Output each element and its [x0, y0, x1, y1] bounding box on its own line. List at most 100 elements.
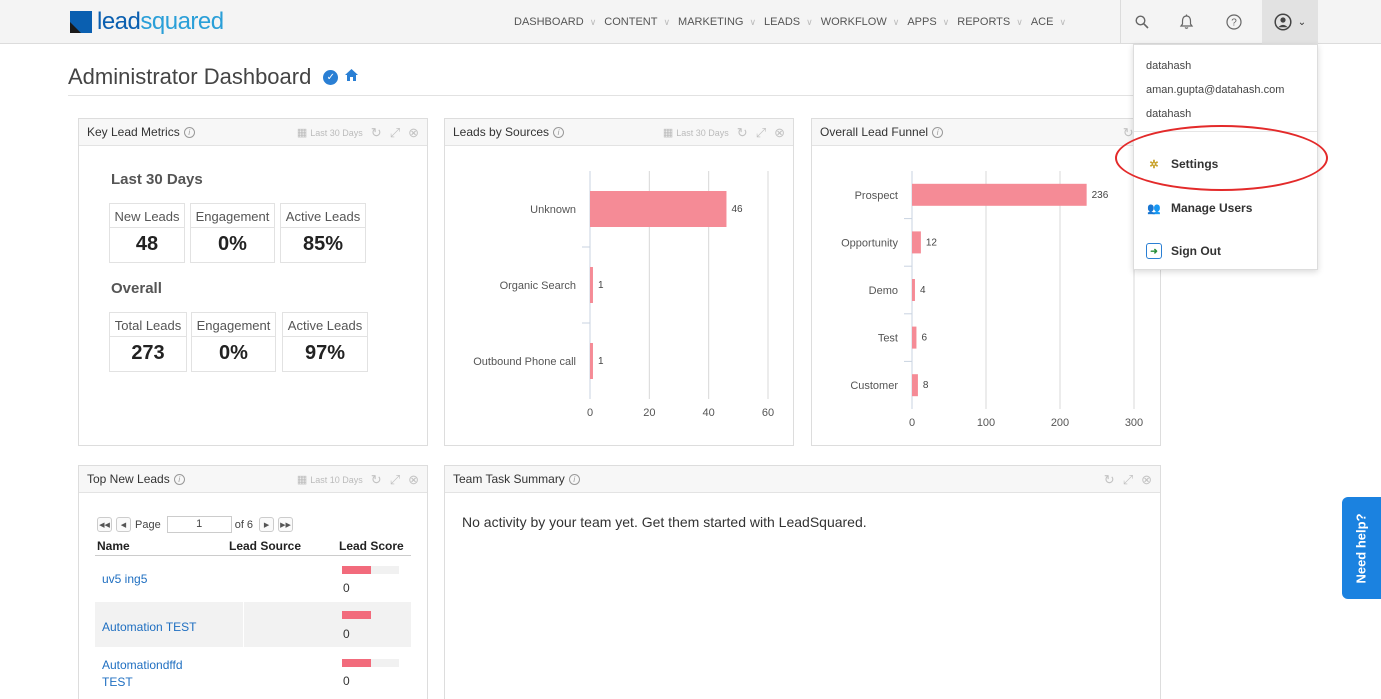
date-range-label[interactable]: Last 10 Days: [310, 474, 363, 485]
info-icon[interactable]: i: [932, 126, 944, 138]
widget-title: Key Lead Metrics: [87, 125, 180, 139]
date-range-label[interactable]: Last 30 Days: [676, 127, 729, 138]
notification-bell-icon[interactable]: [1166, 0, 1206, 44]
user-email: aman.gupta@datahash.com: [1146, 84, 1285, 96]
column-header-lead-score[interactable]: Lead Score: [339, 539, 404, 553]
overall-lead-funnel-widget: Overall Lead Funnel i ↻ ⤢ 0 100 200 300 Pros…: [811, 118, 1161, 446]
expand-icon[interactable]: ⤢: [389, 124, 401, 140]
nav-divider: [1120, 0, 1121, 44]
category-label: Outbound Phone call: [473, 356, 576, 368]
help-question-icon[interactable]: ?: [1214, 0, 1254, 44]
close-icon[interactable]: ⊗: [774, 124, 785, 140]
leadsquared-logo[interactable]: leadsquared: [70, 8, 224, 35]
category-label: Demo: [869, 285, 898, 297]
metric-active-leads: Active Leads 85%: [280, 203, 366, 263]
nav-workflow[interactable]: WORKFLOW ∨: [821, 16, 900, 28]
refresh-icon[interactable]: ↻: [1103, 471, 1115, 487]
page-number-input[interactable]: 1: [166, 516, 232, 533]
refresh-icon[interactable]: ↻: [370, 124, 382, 140]
refresh-icon[interactable]: ↻: [736, 124, 748, 140]
category-label: Prospect: [855, 190, 898, 202]
menu-item-sign-out[interactable]: ➜ Sign Out: [1146, 243, 1221, 259]
widget-tools: ▦ Last 10 Days ↻ ⤢ ⊗: [297, 466, 419, 493]
top-new-leads-widget: Top New Leads i ▦ Last 10 Days ↻ ⤢ ⊗ ◀◀ …: [78, 465, 428, 699]
menu-item-label: Manage Users: [1171, 201, 1253, 215]
bar: [590, 267, 593, 303]
lead-name-link[interactable]: Automation TEST: [102, 620, 197, 634]
widget-title: Overall Lead Funnel: [820, 125, 929, 139]
chevron-down-icon: ∨: [1016, 16, 1023, 27]
prev-page-icon[interactable]: ◀: [116, 517, 131, 532]
user-menu-button[interactable]: ⌄: [1262, 0, 1318, 44]
need-help-tab[interactable]: Need help?: [1342, 497, 1381, 599]
x-tick-label: 300: [1125, 417, 1143, 429]
chevron-down-icon: ∨: [1059, 16, 1067, 27]
metric-value: 85%: [302, 233, 344, 255]
expand-icon[interactable]: ⤢: [1122, 471, 1134, 487]
sign-out-icon: ➜: [1146, 243, 1162, 259]
bar: [912, 279, 915, 301]
column-header-lead-source[interactable]: Lead Source: [229, 539, 302, 553]
chevron-down-icon: ∨: [749, 16, 757, 27]
need-help-label: Need help?: [1354, 512, 1370, 584]
close-icon[interactable]: ⊗: [1141, 471, 1152, 487]
refresh-icon[interactable]: ↻: [370, 471, 382, 487]
annotation-highlight-ellipse: [1115, 125, 1328, 191]
x-tick-label: 60: [762, 407, 774, 419]
nav-reports[interactable]: REPORTS ∨: [957, 16, 1023, 28]
widget-tools: ▦ Last 30 Days ↻ ⤢ ⊗: [297, 119, 419, 146]
widget-header: Top New Leads i ▦ Last 10 Days ↻ ⤢ ⊗: [79, 466, 427, 493]
close-icon[interactable]: ⊗: [408, 124, 419, 140]
calendar-icon[interactable]: ▦: [662, 127, 674, 139]
calendar-icon[interactable]: ▦: [296, 127, 308, 139]
title-divider: [68, 95, 1158, 96]
last-page-icon[interactable]: ▶▶: [278, 517, 294, 532]
page-title-text: Administrator Dashboard: [68, 64, 312, 89]
search-icon[interactable]: [1122, 0, 1162, 44]
lead-name-link[interactable]: Automationdffd TEST: [102, 658, 183, 689]
nav-dashboard[interactable]: DASHBOARD ∨: [514, 16, 596, 28]
nav-leads[interactable]: LEADS ∨: [764, 16, 813, 28]
chevron-down-icon: ∨: [892, 16, 900, 27]
refresh-icon[interactable]: ↻: [1122, 124, 1134, 140]
calendar-icon[interactable]: ▦: [296, 474, 308, 486]
x-tick-label: 0: [909, 417, 915, 429]
info-icon[interactable]: i: [553, 126, 565, 138]
metric-label: Active Leads: [281, 204, 365, 228]
metric-value: 97%: [304, 342, 346, 364]
close-icon[interactable]: ⊗: [408, 471, 419, 487]
data-label: 46: [731, 204, 743, 215]
widget-title: Leads by Sources: [453, 125, 550, 139]
nav-leads-label: LEADS: [764, 16, 801, 28]
table-header-rule: [95, 555, 411, 556]
cell-divider: [243, 602, 244, 647]
lead-score-value: 0: [343, 627, 350, 641]
home-icon[interactable]: [344, 68, 359, 87]
info-icon[interactable]: i: [173, 473, 185, 485]
info-icon[interactable]: i: [183, 126, 195, 138]
info-icon[interactable]: i: [568, 473, 580, 485]
nav-apps[interactable]: APPS ∨: [907, 16, 949, 28]
lead-score-value: 0: [343, 581, 350, 595]
date-range-label[interactable]: Last 30 Days: [310, 127, 363, 138]
nav-ace[interactable]: ACE ∨: [1031, 16, 1066, 28]
widget-header: Team Task Summary i ↻ ⤢ ⊗: [445, 466, 1160, 493]
nav-marketing[interactable]: MARKETING ∨: [678, 16, 756, 28]
metric-label: Engagement: [192, 313, 275, 337]
metric-value: 273: [131, 342, 165, 364]
bar: [590, 343, 593, 379]
menu-item-manage-users[interactable]: 👥 Manage Users: [1146, 200, 1252, 216]
metric-label: Total Leads: [110, 313, 186, 337]
nav-dashboard-label: DASHBOARD: [514, 16, 584, 28]
expand-icon[interactable]: ⤢: [755, 124, 767, 140]
data-label: 1: [598, 280, 604, 291]
lead-name-link[interactable]: uv5 ing5: [102, 572, 148, 586]
first-page-icon[interactable]: ◀◀: [97, 517, 112, 532]
table-row: Automationdffd TEST 0: [95, 654, 411, 699]
next-page-icon[interactable]: ▶: [259, 517, 275, 532]
nav-content-label: CONTENT: [604, 16, 658, 28]
metric-value: 48: [135, 233, 159, 255]
expand-icon[interactable]: ⤢: [389, 471, 401, 487]
column-header-name[interactable]: Name: [97, 539, 130, 553]
nav-content[interactable]: CONTENT ∨: [604, 16, 670, 28]
